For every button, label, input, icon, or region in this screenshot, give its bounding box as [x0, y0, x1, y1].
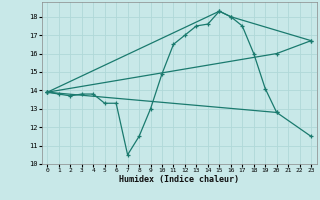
X-axis label: Humidex (Indice chaleur): Humidex (Indice chaleur)	[119, 175, 239, 184]
